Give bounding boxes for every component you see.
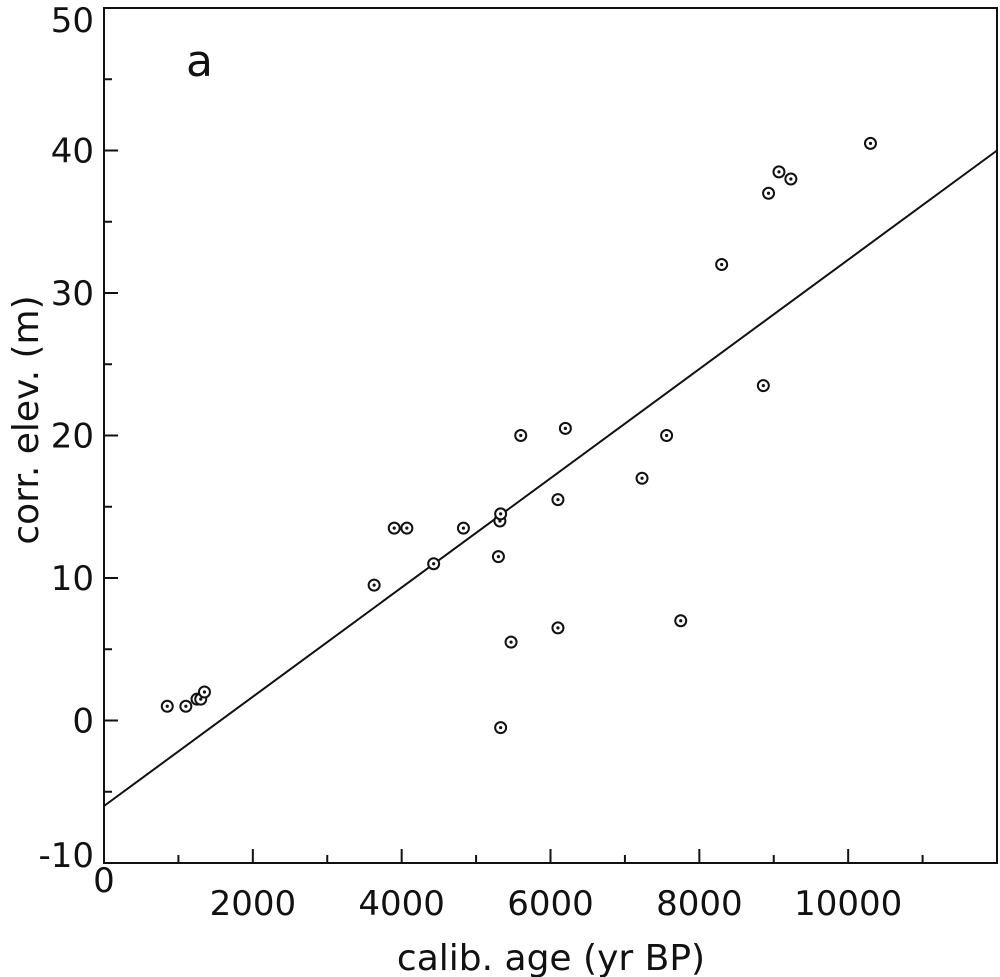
data-point (551, 493, 565, 507)
data-point (197, 685, 211, 699)
x-tick-label: 10000 (794, 884, 902, 924)
x-tick-label: 4000 (358, 884, 445, 924)
data-point (514, 429, 528, 442)
data-point (494, 721, 508, 735)
data-point (551, 621, 565, 635)
data-point (179, 699, 193, 713)
data-point (558, 421, 572, 435)
data-point (427, 557, 441, 571)
y-tick-label: 50 (51, 1, 94, 41)
x-tick-label: 6000 (507, 884, 594, 924)
y-tick-label: 0 (72, 702, 94, 742)
y-tick-label: 20 (51, 417, 94, 457)
data-point (762, 186, 776, 200)
data-point (756, 379, 770, 393)
data-point (491, 550, 505, 564)
data-point (367, 578, 381, 592)
data-point (387, 521, 401, 535)
x-tick-label: 8000 (656, 884, 743, 924)
data-point (160, 699, 174, 713)
plot-frame (103, 7, 998, 864)
data-point (772, 165, 786, 179)
x-axis-label: calib. age (yr BP) (397, 938, 705, 977)
data-point (456, 521, 470, 535)
y-axis-label: corr. elev. (m) (6, 295, 47, 544)
data-points (160, 136, 877, 735)
data-point (863, 136, 877, 150)
data-point (504, 635, 518, 649)
y-tick-label: 10 (51, 559, 94, 599)
data-point (660, 429, 674, 442)
y-tick-label: -10 (38, 836, 94, 876)
y-tick-label: 40 (51, 132, 94, 172)
data-point (674, 614, 688, 628)
data-point (715, 258, 729, 271)
data-point (400, 521, 414, 535)
x-origin-tick-label: 0 (93, 861, 115, 901)
data-point (494, 507, 508, 521)
x-axis-ticks: 2000 4000 6000 8000 10000 (177, 849, 924, 924)
regression-line (103, 149, 998, 807)
y-tick-label: 30 (51, 274, 94, 314)
y-axis-ticks: -10 0 10 20 30 40 50 (38, 1, 118, 876)
panel-label: a (186, 36, 213, 87)
data-point (784, 172, 798, 186)
data-point (635, 471, 649, 485)
x-tick-label: 2000 (210, 884, 297, 924)
